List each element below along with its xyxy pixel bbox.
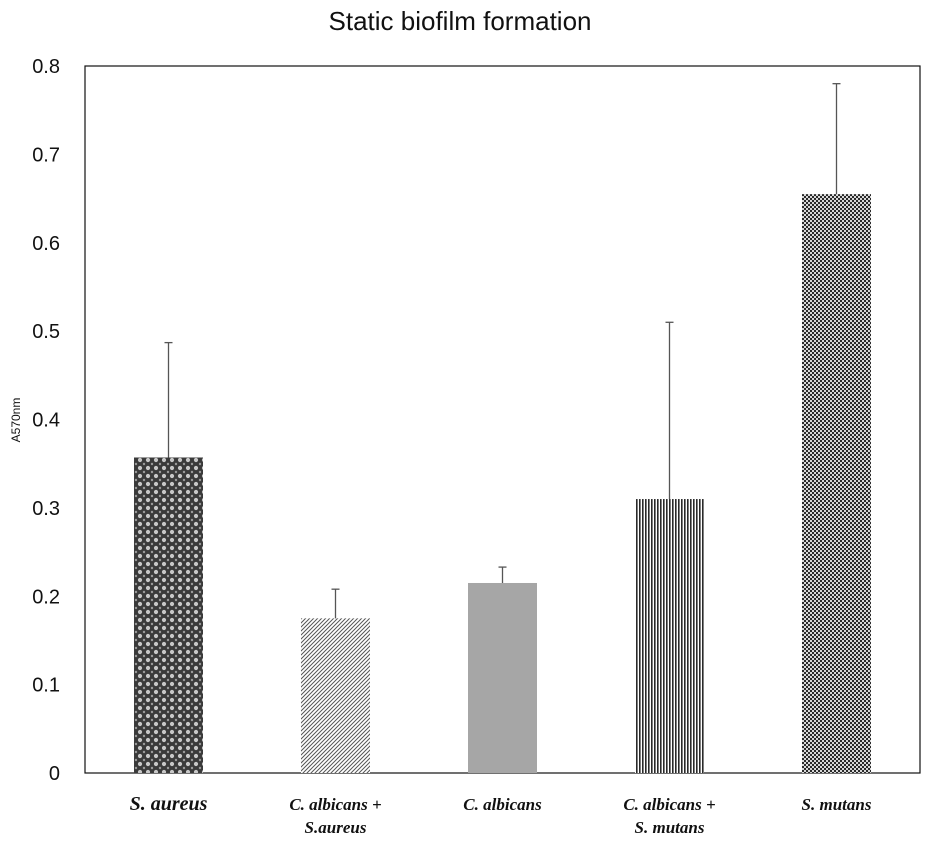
bars: [134, 194, 871, 774]
x-tick-label: S.aureus: [305, 818, 367, 837]
y-tick-label: 0.5: [32, 321, 60, 343]
x-tick-label: C. albicans +: [623, 795, 715, 814]
y-tick-labels: 0 0.1 0.2 0.3 0.4 0.5 0.6 0.7 0.8: [32, 56, 60, 785]
y-axis-label: A570nm: [9, 398, 23, 443]
y-tick-label: 0.2: [32, 586, 60, 608]
y-tick-label: 0.4: [32, 410, 60, 432]
error-bars: [164, 83, 841, 619]
x-tick-labels: S. aureus C. albicans + S.aureus C. albican…: [130, 793, 872, 837]
y-tick-label: 0.8: [32, 56, 60, 78]
bar: [301, 618, 370, 773]
y-tick-label: 0.1: [32, 675, 60, 697]
bar: [134, 457, 203, 773]
y-tick-label: 0.7: [32, 144, 60, 166]
x-tick-label: C. albicans +: [289, 795, 381, 814]
y-tick-label: 0: [49, 763, 60, 785]
chart-title: Static biofilm formation: [329, 6, 592, 36]
x-tick-label: S. aureus: [130, 793, 208, 815]
x-tick-label: S. mutans: [802, 795, 872, 814]
y-tick-label: 0.3: [32, 498, 60, 520]
x-tick-label: S. mutans: [635, 818, 705, 837]
bar: [468, 582, 537, 773]
x-tick-label: C. albicans: [463, 795, 542, 814]
bar: [802, 194, 871, 774]
bar: [635, 499, 704, 773]
y-tick-label: 0.6: [32, 233, 60, 255]
